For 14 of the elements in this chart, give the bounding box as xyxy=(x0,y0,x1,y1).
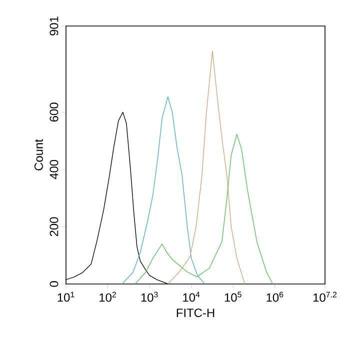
y-axis-title: Count xyxy=(34,139,43,170)
x-axis-title: FITC-H xyxy=(176,308,214,318)
y-tick-label: 200 xyxy=(50,217,58,236)
y-tick-label: 0 xyxy=(50,281,58,287)
x-tick-label: 10$^{7.2}$ xyxy=(313,292,337,302)
y-tick-label: 600 xyxy=(50,102,58,122)
x-tick-label: 10$^{1}$ xyxy=(58,292,74,302)
y-tick-label: 901 xyxy=(50,16,58,36)
y-tick-label: 400 xyxy=(50,160,58,180)
x-tick-label: 10$^{5}$ xyxy=(224,292,242,302)
x-tick-label: 10$^{2}$ xyxy=(100,292,116,302)
x-tick-label: 10$^{3}$ xyxy=(141,292,158,302)
x-tick-label: 10$^{4}$ xyxy=(183,292,200,302)
x-tick-label: 10$^{6}$ xyxy=(266,292,284,302)
